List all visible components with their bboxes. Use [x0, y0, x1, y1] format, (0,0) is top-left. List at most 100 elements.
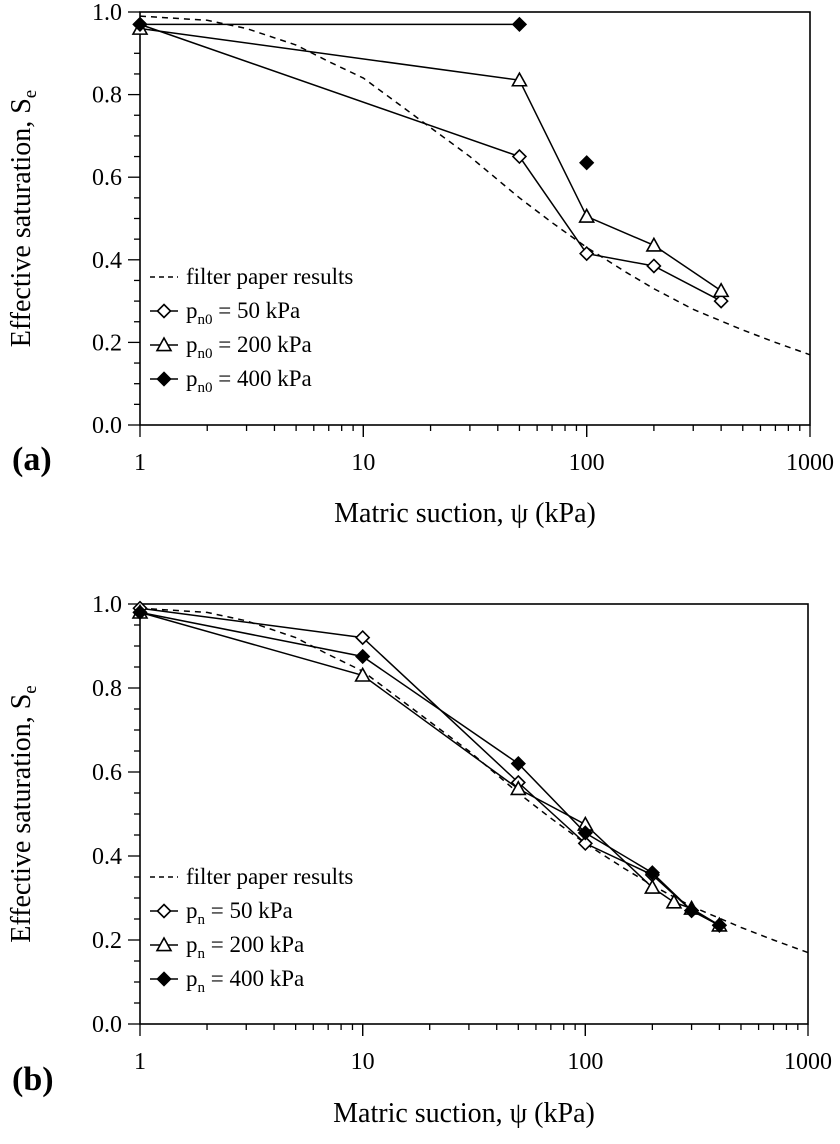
plot-frame	[139, 603, 809, 1025]
y-axis-label: Effective saturation, Se	[6, 90, 41, 348]
legend-swatch-marker	[155, 936, 173, 952]
data-point	[646, 258, 662, 274]
legend-entry-rest: = 400 kPa	[205, 966, 304, 991]
legend-entry-rest: = 200 kPa	[205, 932, 304, 957]
filter-paper-curve	[139, 15, 811, 356]
series-diamond-filled	[132, 604, 728, 933]
panel-label: (a)	[12, 441, 52, 478]
legend-entry-rest: = 400 kPa	[213, 366, 312, 391]
legend-entry-subscript: n0	[198, 346, 213, 362]
data-point	[645, 236, 663, 252]
y-tick-label: 0.4	[92, 844, 122, 870]
series-diamond-filled	[132, 16, 595, 171]
data-point	[644, 878, 661, 894]
x-tick-label: 10	[351, 1049, 375, 1075]
legend-entry-subscript: n0	[198, 380, 213, 396]
data-point	[132, 604, 148, 621]
data-point	[713, 293, 729, 309]
legend-entry-subscript: n	[198, 980, 206, 996]
legend-entry-subscript: n	[198, 912, 206, 928]
legend-entry-rest: = 200 kPa	[213, 332, 312, 357]
legend-entry-label: pn = 200 kPa	[186, 932, 304, 962]
legend-entry-main: p	[186, 298, 198, 323]
x-tick-label: 1000	[786, 450, 834, 476]
x-tick-label: 1000	[784, 1049, 832, 1075]
legend-swatch-marker	[156, 903, 172, 919]
series-triangle-open	[131, 19, 730, 298]
x-axis-label: Matric suction, ψ (kPa)	[333, 1098, 595, 1129]
legend-entry-subscript: n0	[198, 312, 213, 328]
legend-entry-rest: = 50 kPa	[213, 298, 301, 323]
legend-entry-main: p	[186, 898, 198, 923]
data-point	[579, 155, 595, 171]
series-line	[139, 23, 722, 302]
legend-entry-label: pn = 400 kPa	[186, 966, 304, 996]
y-tick-label: 0.2	[92, 330, 122, 356]
data-point	[577, 825, 593, 841]
y-tick-label: 0.4	[92, 248, 122, 274]
x-tick-label: 10	[351, 450, 375, 476]
x-tick-label: 1	[134, 1049, 146, 1075]
legend-entry-label: pn = 50 kPa	[186, 898, 293, 928]
x-tick-label: 1	[134, 450, 146, 476]
y-tick-label: 0.8	[92, 83, 122, 109]
data-point	[577, 835, 593, 852]
chart-panel-a: 0.0 0.2 0.4 0.6 0.8 1.0 1 10 100 1000 Matric sucti…	[6, 0, 834, 529]
data-point	[644, 865, 660, 881]
data-point	[355, 629, 371, 646]
legend-entry-main: p	[186, 932, 198, 957]
data-point	[511, 16, 528, 33]
data-point	[511, 71, 528, 87]
y-axis-label-main: Effective saturation, S	[6, 694, 37, 943]
data-point	[511, 148, 528, 165]
legend-entry-label: pn0 = 50 kPa	[186, 298, 300, 328]
data-point	[711, 917, 728, 933]
series-line	[139, 27, 722, 292]
panel-label: (b)	[12, 1061, 54, 1098]
y-tick-label: 0.2	[92, 928, 122, 954]
legend-swatch-marker	[156, 371, 172, 387]
x-tick-label: 100	[569, 450, 605, 476]
data-point	[712, 282, 730, 298]
data-point	[665, 893, 683, 909]
data-point	[683, 902, 700, 919]
legend-filter-paper-label: filter paper results	[186, 864, 353, 889]
chart-panel-b: 0.0 0.2 0.4 0.6 0.8 1.0 1 10 100 1000 Matric sucti…	[6, 592, 832, 1129]
data-point	[509, 780, 527, 796]
filter-paper-curve	[139, 607, 809, 954]
data-point	[510, 755, 526, 772]
y-tick-label: 0.6	[92, 760, 122, 786]
series-diamond-open	[132, 16, 729, 309]
y-axis-label-subscript: e	[20, 90, 41, 98]
y-axis-label-main: Effective saturation, S	[6, 98, 37, 347]
y-tick-label: 1.0	[92, 0, 122, 26]
legend-swatch-marker	[156, 971, 172, 987]
y-tick-label: 0.6	[92, 165, 122, 191]
legend-entry-main: p	[186, 332, 198, 357]
legend-entry-main: p	[186, 366, 198, 391]
y-tick-label: 1.0	[92, 592, 122, 618]
data-point	[578, 207, 596, 223]
x-axis-label: Matric suction, ψ (kPa)	[334, 498, 596, 529]
legend-swatch-marker	[156, 303, 172, 319]
data-point	[132, 16, 148, 33]
legend-entry-label: pn0 = 400 kPa	[186, 366, 312, 396]
legend-entry-main: p	[186, 966, 198, 991]
y-tick-label: 0.0	[92, 413, 122, 439]
y-tick-label: 0.8	[92, 676, 122, 702]
legend-entry-label: pn0 = 200 kPa	[186, 332, 312, 362]
legend-entry-subscript: n	[198, 946, 206, 962]
y-axis-label: Effective saturation, Se	[6, 685, 41, 943]
legend-filter-paper-label: filter paper results	[186, 264, 353, 289]
data-point	[354, 666, 372, 682]
y-axis-label-subscript: e	[20, 685, 41, 693]
data-point	[579, 245, 595, 262]
legend-swatch-marker	[155, 336, 173, 352]
y-tick-label: 0.0	[92, 1012, 122, 1038]
data-point	[355, 648, 371, 665]
legend-entry-rest: = 50 kPa	[205, 898, 293, 923]
x-tick-label: 100	[567, 1049, 603, 1075]
